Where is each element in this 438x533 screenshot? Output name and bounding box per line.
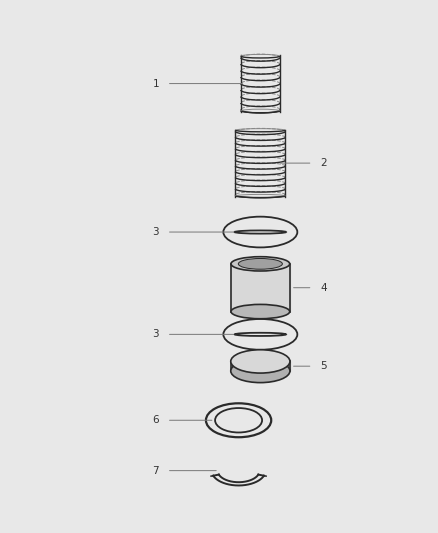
Text: 1: 1 (152, 78, 159, 88)
Ellipse shape (231, 359, 290, 383)
Ellipse shape (238, 259, 283, 269)
Polygon shape (231, 264, 290, 312)
Ellipse shape (231, 257, 290, 271)
Text: 3: 3 (152, 227, 159, 237)
Text: 7: 7 (152, 466, 159, 475)
Text: 6: 6 (152, 415, 159, 425)
Text: 2: 2 (320, 158, 327, 168)
Text: 5: 5 (320, 361, 327, 371)
Ellipse shape (231, 350, 290, 373)
Text: 3: 3 (152, 329, 159, 340)
Text: 4: 4 (320, 282, 327, 293)
Ellipse shape (231, 304, 290, 319)
Polygon shape (231, 361, 290, 371)
